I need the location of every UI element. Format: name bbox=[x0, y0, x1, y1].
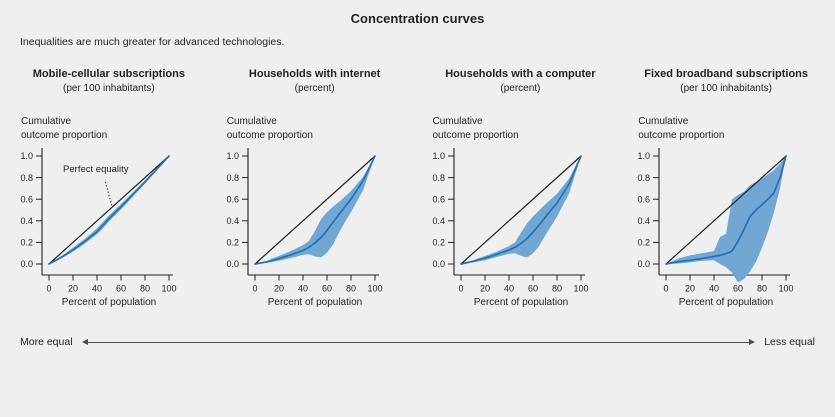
svg-text:60: 60 bbox=[733, 284, 743, 294]
svg-text:20: 20 bbox=[274, 284, 284, 294]
svg-text:80: 80 bbox=[346, 284, 356, 294]
svg-text:1.0: 1.0 bbox=[20, 151, 33, 161]
svg-text:0: 0 bbox=[46, 284, 51, 294]
figure-subtitle: Inequalities are much greater for advanc… bbox=[20, 36, 285, 49]
svg-text:80: 80 bbox=[551, 284, 561, 294]
svg-text:100: 100 bbox=[367, 284, 382, 294]
svg-text:0.0: 0.0 bbox=[432, 259, 445, 269]
svg-text:60: 60 bbox=[527, 284, 537, 294]
arrow-right-icon bbox=[749, 339, 756, 346]
svg-text:0.4: 0.4 bbox=[226, 216, 239, 226]
y-axis-label-line1: Cumulative bbox=[21, 116, 72, 128]
svg-text:60: 60 bbox=[322, 284, 332, 294]
svg-text:0.0: 0.0 bbox=[20, 259, 33, 269]
svg-text:Percent of population: Percent of population bbox=[473, 297, 568, 308]
svg-text:0: 0 bbox=[252, 284, 257, 294]
chart-households-computer: 1.0 0.8 0.6 0.4 0.2 0.0 0 20 40 60 80 100 Percent of… bbox=[432, 148, 588, 308]
more-equal-label: More equal bbox=[20, 336, 73, 349]
panel-households-computer: Households with a computer (percent) Cum… bbox=[418, 68, 624, 312]
y-axis-label: Cumulative outcome proportion bbox=[227, 115, 415, 142]
svg-text:1.0: 1.0 bbox=[226, 151, 239, 161]
svg-text:80: 80 bbox=[140, 284, 150, 294]
panel-subtitle: (percent) bbox=[294, 83, 335, 95]
svg-text:60: 60 bbox=[116, 284, 126, 294]
chart-households-internet: 1.0 0.8 0.6 0.4 0.2 0.0 0 20 40 60 80 100 Percent of… bbox=[226, 148, 382, 308]
panels-row: Mobile-cellular subscriptions (per 100 i… bbox=[0, 68, 835, 312]
panel-subtitle: (per 100 inhabitants) bbox=[63, 83, 155, 95]
svg-text:0.6: 0.6 bbox=[226, 194, 239, 204]
panel-title: Households with a computer bbox=[445, 68, 596, 81]
y-axis-label: Cumulative outcome proportion bbox=[638, 115, 826, 142]
figure-title: Concentration curves bbox=[350, 11, 485, 26]
less-equal-label: Less equal bbox=[764, 336, 815, 349]
svg-text:0.4: 0.4 bbox=[638, 216, 651, 226]
svg-text:0.8: 0.8 bbox=[20, 173, 33, 183]
svg-text:0.8: 0.8 bbox=[226, 173, 239, 183]
y-axis-label-line1: Cumulative bbox=[638, 116, 689, 128]
arrow-line bbox=[87, 341, 750, 343]
svg-text:Percent of population: Percent of population bbox=[679, 297, 774, 308]
svg-text:0.8: 0.8 bbox=[638, 173, 651, 183]
svg-text:40: 40 bbox=[298, 284, 308, 294]
svg-text:Percent of population: Percent of population bbox=[267, 297, 362, 308]
svg-text:0.6: 0.6 bbox=[432, 194, 445, 204]
svg-text:0.2: 0.2 bbox=[226, 238, 239, 248]
svg-text:20: 20 bbox=[685, 284, 695, 294]
panel-subtitle: (per 100 inhabitants) bbox=[680, 83, 772, 95]
svg-text:20: 20 bbox=[479, 284, 489, 294]
svg-text:0.4: 0.4 bbox=[432, 216, 445, 226]
equality-scale: More equal Less equal bbox=[0, 336, 835, 348]
chart-mobile-cellular: 1.0 0.8 0.6 0.4 0.2 0.0 0 20 40 60 80 100 Percent of… bbox=[20, 148, 177, 308]
panel-households-internet: Households with internet (percent) Cumul… bbox=[212, 68, 418, 312]
panel-title: Fixed broadband subscriptions bbox=[644, 68, 809, 81]
svg-text:0.6: 0.6 bbox=[638, 194, 651, 204]
svg-text:1.0: 1.0 bbox=[638, 151, 651, 161]
panel-mobile-cellular: Mobile-cellular subscriptions (per 100 i… bbox=[6, 68, 212, 312]
svg-text:1.0: 1.0 bbox=[432, 151, 445, 161]
svg-text:40: 40 bbox=[709, 284, 719, 294]
y-axis-label-line2: outcome proportion bbox=[226, 129, 313, 141]
svg-text:20: 20 bbox=[68, 284, 78, 294]
svg-text:0.0: 0.0 bbox=[638, 259, 651, 269]
svg-text:Percent of population: Percent of population bbox=[62, 297, 157, 308]
svg-text:80: 80 bbox=[757, 284, 767, 294]
svg-text:40: 40 bbox=[92, 284, 102, 294]
y-axis-label-line2: outcome proportion bbox=[432, 129, 519, 141]
y-axis-label: Cumulative outcome proportion bbox=[433, 115, 621, 142]
panel-fixed-broadband: Fixed broadband subscriptions (per 100 i… bbox=[623, 68, 829, 312]
y-axis-label-line1: Cumulative bbox=[226, 116, 277, 128]
svg-text:100: 100 bbox=[779, 284, 794, 294]
y-axis-label-line2: outcome proportion bbox=[21, 129, 108, 141]
perfect-equality-annotation: Perfect equality bbox=[63, 164, 129, 175]
svg-text:0.0: 0.0 bbox=[226, 259, 239, 269]
svg-text:0.6: 0.6 bbox=[20, 194, 33, 204]
svg-text:0.2: 0.2 bbox=[20, 238, 33, 248]
y-axis-label: Cumulative outcome proportion bbox=[21, 115, 209, 142]
svg-text:0: 0 bbox=[458, 284, 463, 294]
svg-text:40: 40 bbox=[503, 284, 513, 294]
svg-text:100: 100 bbox=[161, 284, 176, 294]
panel-subtitle: (percent) bbox=[500, 83, 541, 95]
svg-text:0: 0 bbox=[664, 284, 669, 294]
svg-text:0.8: 0.8 bbox=[432, 173, 445, 183]
panel-title: Mobile-cellular subscriptions bbox=[32, 68, 185, 81]
svg-text:0.2: 0.2 bbox=[638, 238, 651, 248]
panel-title: Households with internet bbox=[248, 68, 381, 81]
chart-fixed-broadband: 1.0 0.8 0.6 0.4 0.2 0.0 0 20 40 60 80 100 Percent of… bbox=[638, 148, 794, 308]
svg-text:0.2: 0.2 bbox=[432, 238, 445, 248]
equality-arrow bbox=[81, 339, 756, 346]
svg-text:0.4: 0.4 bbox=[20, 216, 33, 226]
y-axis-label-line1: Cumulative bbox=[432, 116, 483, 128]
y-axis-label-line2: outcome proportion bbox=[638, 129, 725, 141]
arrow-left-icon bbox=[81, 339, 88, 346]
svg-text:100: 100 bbox=[573, 284, 588, 294]
